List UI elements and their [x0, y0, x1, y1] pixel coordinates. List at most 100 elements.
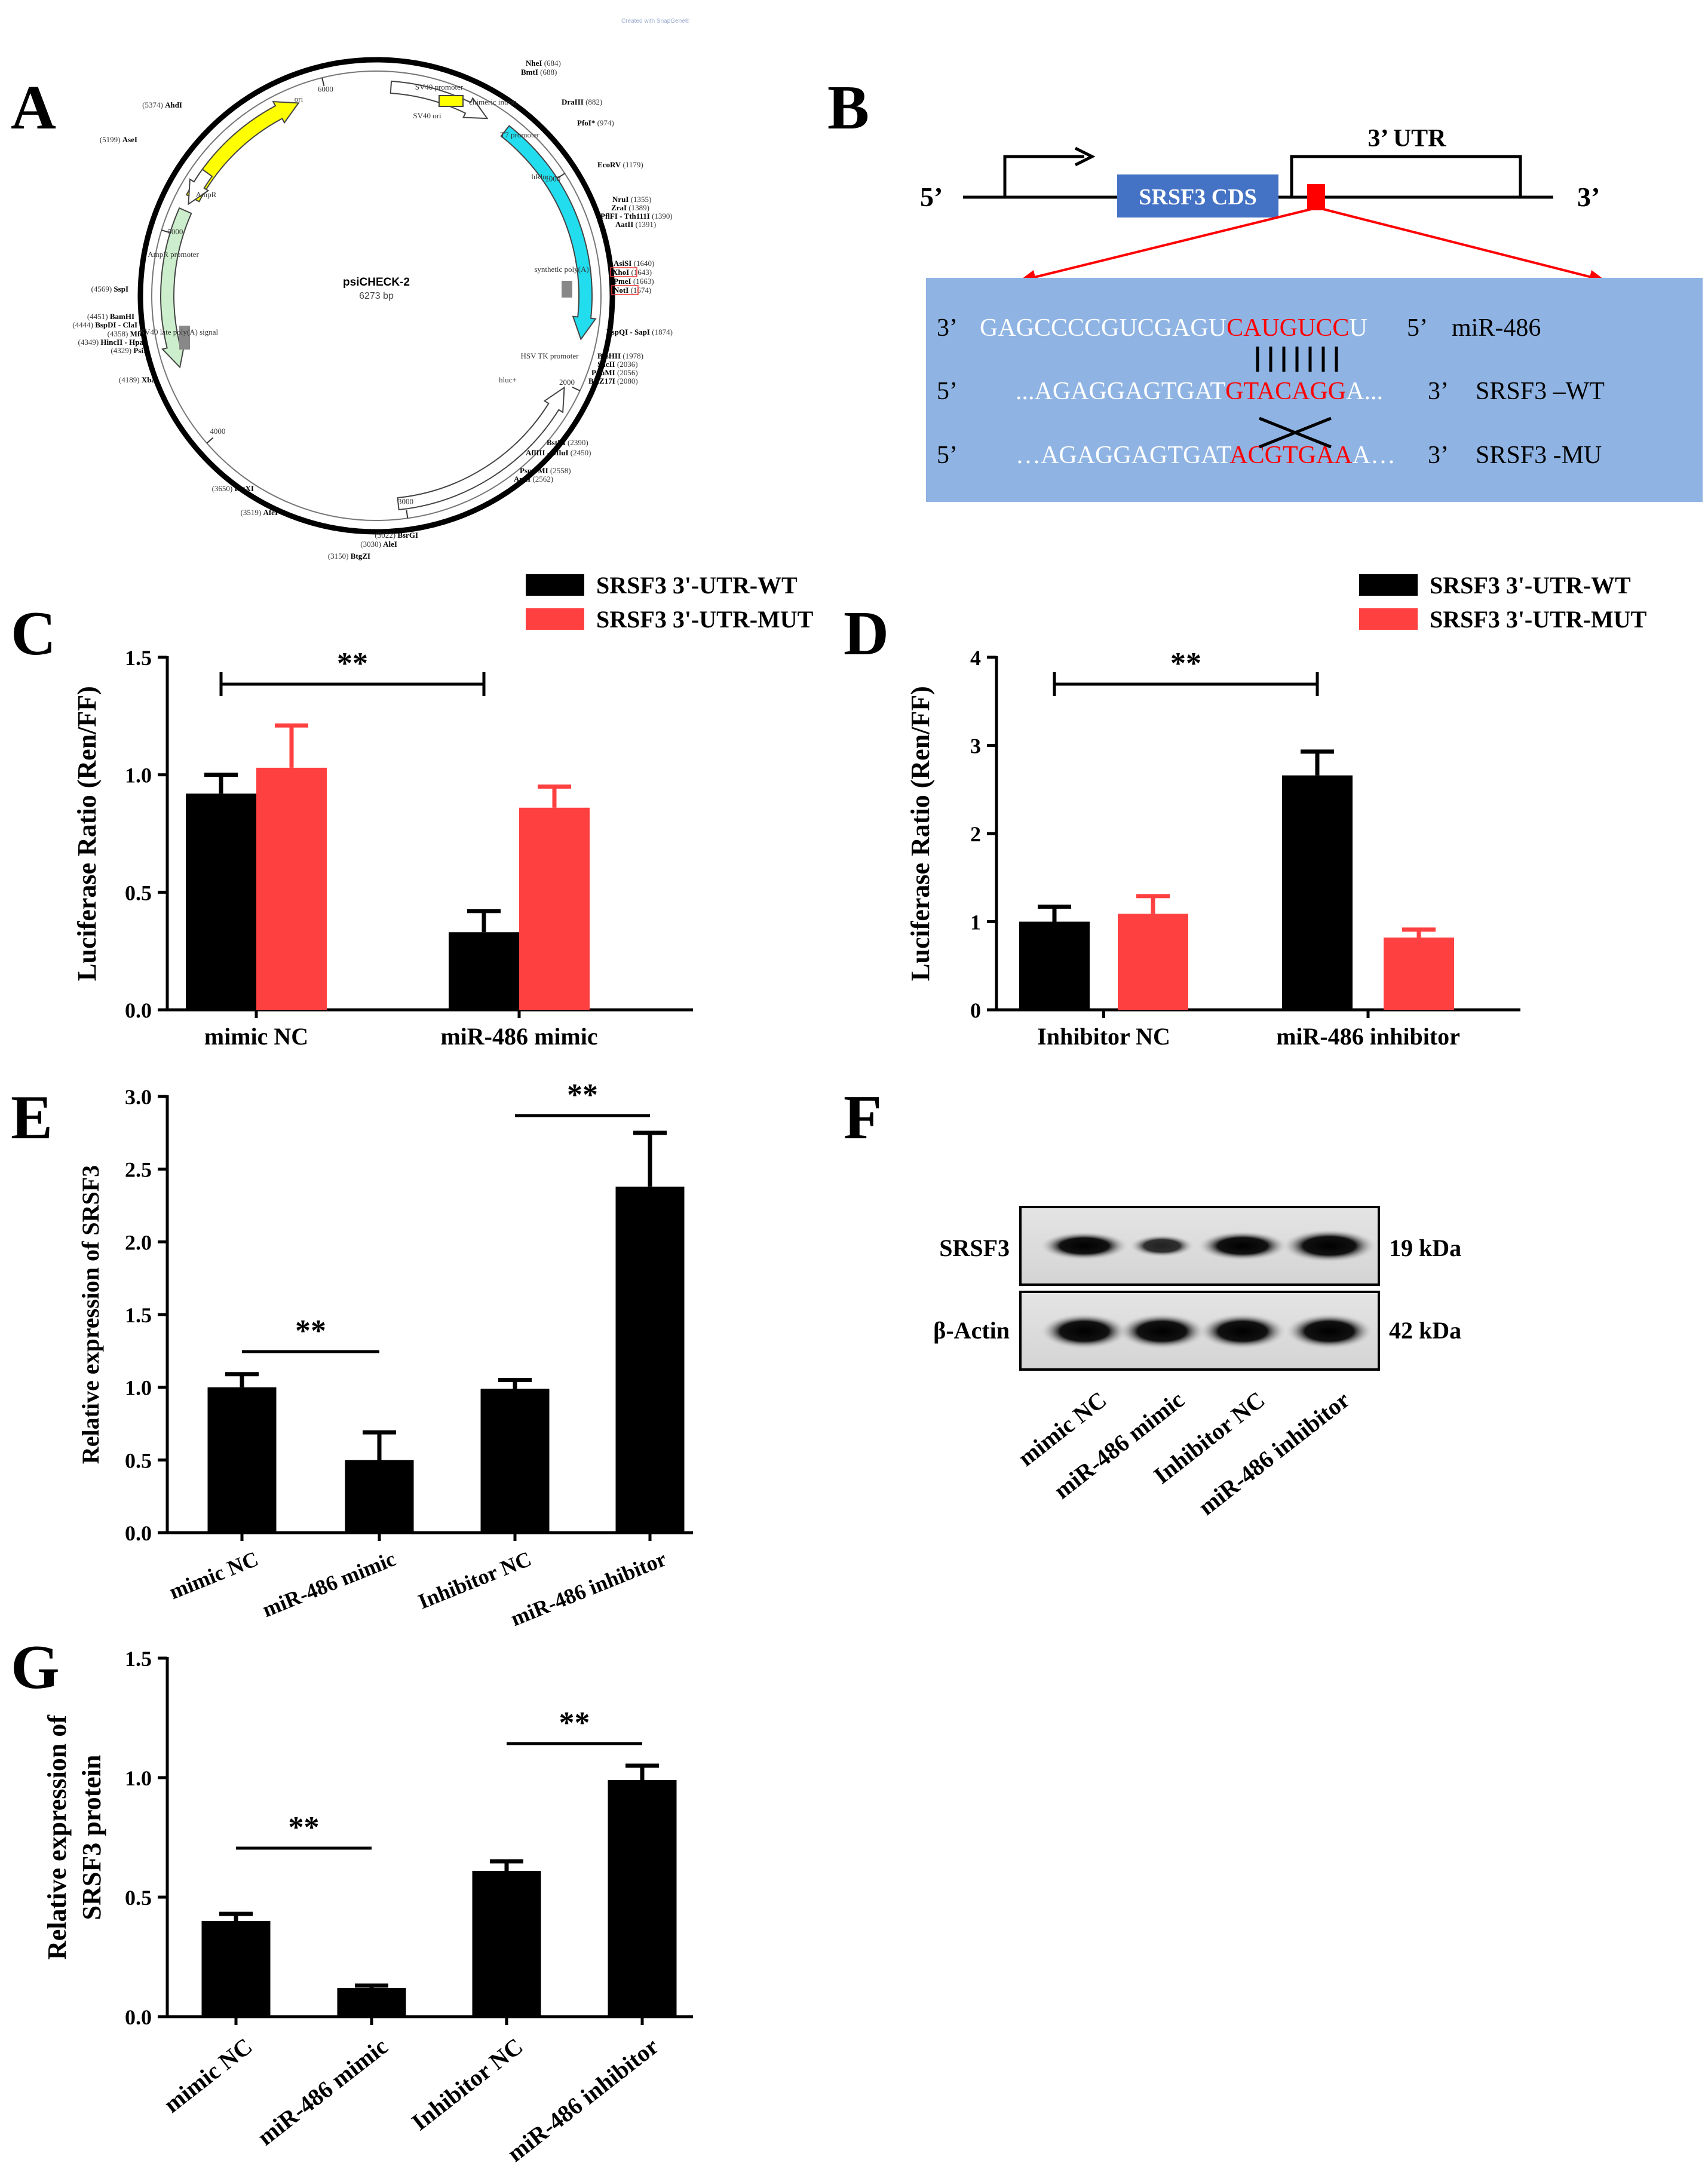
panel-label-e: E — [11, 1082, 53, 1152]
actin-band — [1118, 1313, 1206, 1349]
plasmid-feature-label: ori — [295, 94, 303, 103]
site-position: (1978) — [621, 351, 643, 360]
significance-label: ** — [559, 1706, 590, 1740]
sv40-late-polya-box — [179, 326, 190, 350]
y-tick-label: 0.5 — [125, 1886, 152, 1910]
plasmid-feature-label: SV40 ori — [413, 111, 441, 120]
site-position: (684) — [542, 59, 560, 68]
srsf3-band — [1281, 1229, 1377, 1263]
restriction-site-label: AflIII - MluI (2450) — [526, 448, 591, 457]
site-name: XhoI — [612, 268, 629, 277]
restriction-site-label: (3650) BstXI — [212, 484, 254, 493]
bar — [519, 807, 590, 1010]
seq-flank: A… — [1353, 442, 1396, 469]
sv40-ori-box — [439, 95, 464, 107]
seq-name: SRSF3 –WT — [1476, 378, 1605, 405]
restriction-site-label: BstBI (2390) — [547, 438, 588, 447]
restriction-site-label: (3150) BtgZI — [328, 552, 370, 560]
y-tick-label: 4 — [970, 646, 981, 670]
plasmid-inner-ring — [151, 71, 602, 521]
legend-label: SRSF3 3'-UTR-WT — [596, 572, 798, 599]
site-position: (2558) — [548, 466, 571, 475]
y-tick-label: 0.5 — [125, 881, 152, 905]
y-tick-label: 0.0 — [125, 1521, 152, 1545]
y-axis-label: Relative expression of SRSF3 — [77, 1165, 104, 1464]
cds-label: SRSF3 CDS — [1139, 185, 1256, 210]
chart-g: 0.0 0.5 1.0 1.5 Relative expression of SRSF3 … — [42, 1647, 693, 2167]
restriction-site-label: BspQI - SapI (1874) — [606, 327, 673, 336]
site-position: (1640) — [631, 259, 654, 268]
legend-swatch — [526, 608, 584, 630]
site-position: (688) — [538, 68, 557, 76]
site-position: (1355) — [628, 195, 651, 204]
bar — [472, 1871, 541, 2017]
site-name: AseI — [122, 135, 137, 144]
restriction-site-label: PmeI (1663) — [614, 277, 654, 286]
x-tick-label: miR-486 inhibitor — [1276, 1023, 1460, 1050]
y-tick-label: 1 — [970, 911, 981, 935]
y-tick-label: 0.0 — [125, 998, 152, 1022]
site-name: ApaI — [514, 474, 531, 483]
restriction-site-label: NheI (684) — [526, 59, 561, 68]
site-name: XbaI — [142, 375, 158, 384]
site-position: (4569) — [91, 284, 114, 293]
site-position: (1389) — [627, 203, 649, 212]
site-position: (1179) — [621, 160, 643, 169]
site-name: BssHII — [597, 351, 621, 360]
plasmid-feature-label: SV40 late poly(A) signal — [140, 327, 219, 336]
restriction-site-label: (4451) BamHI — [87, 312, 134, 321]
plasmid-tick-label: 5000 — [167, 227, 183, 236]
site-position: (882) — [584, 97, 602, 106]
restriction-site-label: (4189) XbaI — [119, 375, 158, 384]
bar — [201, 1921, 271, 2017]
restriction-site-label: (4358) MfeI — [108, 329, 146, 338]
y-tick-label: 0.5 — [125, 1448, 152, 1472]
significance-label: ** — [1170, 647, 1201, 681]
site-name: PfoI* — [577, 118, 595, 127]
x-tick-label: miR-486 mimic — [440, 1023, 597, 1050]
y-tick-label: 2.0 — [125, 1230, 152, 1254]
site-position: (4349) — [78, 338, 101, 347]
site-name: MfeI — [130, 329, 146, 338]
site-position: (2036) — [615, 360, 638, 369]
restriction-site-label: (4349) HincII - HpaI — [78, 338, 147, 347]
site-name: BamHI — [110, 312, 134, 321]
restriction-site-label: SacII (2036) — [597, 360, 638, 369]
bar — [608, 1780, 677, 2017]
x-tick-label: Inhibitor NC — [406, 2033, 528, 2136]
site-position: (1674) — [628, 286, 651, 295]
restriction-site-label: (3022) BsrGI — [375, 531, 418, 540]
sequence-text: ...AGAGGAGTGATGTACAGGA... — [1016, 378, 1383, 405]
sequence-text: …AGAGGAGTGATACGTGAAA… — [1016, 442, 1396, 469]
restriction-site-label: (4569) SspI — [91, 284, 129, 293]
site-name: AflIII - MluI — [526, 448, 569, 457]
site-name: BspQI - SapI — [606, 327, 650, 336]
plasmid-tick — [406, 510, 409, 519]
site-name: PpuMI — [591, 368, 615, 377]
site-name: AleI — [383, 540, 397, 549]
site-name: PflFI - Tth111I — [600, 212, 650, 220]
seq-flank: GAGCCCCGUCGAGU — [980, 314, 1226, 342]
legend-swatch — [526, 574, 584, 596]
site-position: (3150) — [328, 552, 351, 560]
plasmid-size: 6273 bp — [359, 291, 394, 301]
y-tick-label: 1.0 — [125, 764, 152, 788]
significance-label: ** — [289, 1811, 320, 1845]
hsv-tk-promoter-arc — [397, 386, 565, 511]
actin-band — [1198, 1313, 1287, 1349]
seq-seed: GTACAGG — [1225, 378, 1346, 405]
actin-band — [1040, 1313, 1129, 1349]
bar — [449, 932, 519, 1010]
legend-label: SRSF3 3'-UTR-WT — [1430, 572, 1631, 599]
restriction-site-label: (4329) PsiI — [111, 346, 146, 355]
site-position: (1643) — [629, 268, 652, 277]
site-highlight-box — [610, 267, 637, 277]
site-position: (4189) — [119, 375, 142, 384]
plasmid-tick — [321, 77, 325, 86]
site-name: AfeI — [263, 508, 278, 517]
seq-left-end: 5’ — [937, 442, 958, 469]
y-tick-label: 1.5 — [125, 1303, 152, 1327]
site-name: PsiI — [133, 346, 146, 355]
seq-right-end: 3’ — [1428, 378, 1449, 405]
